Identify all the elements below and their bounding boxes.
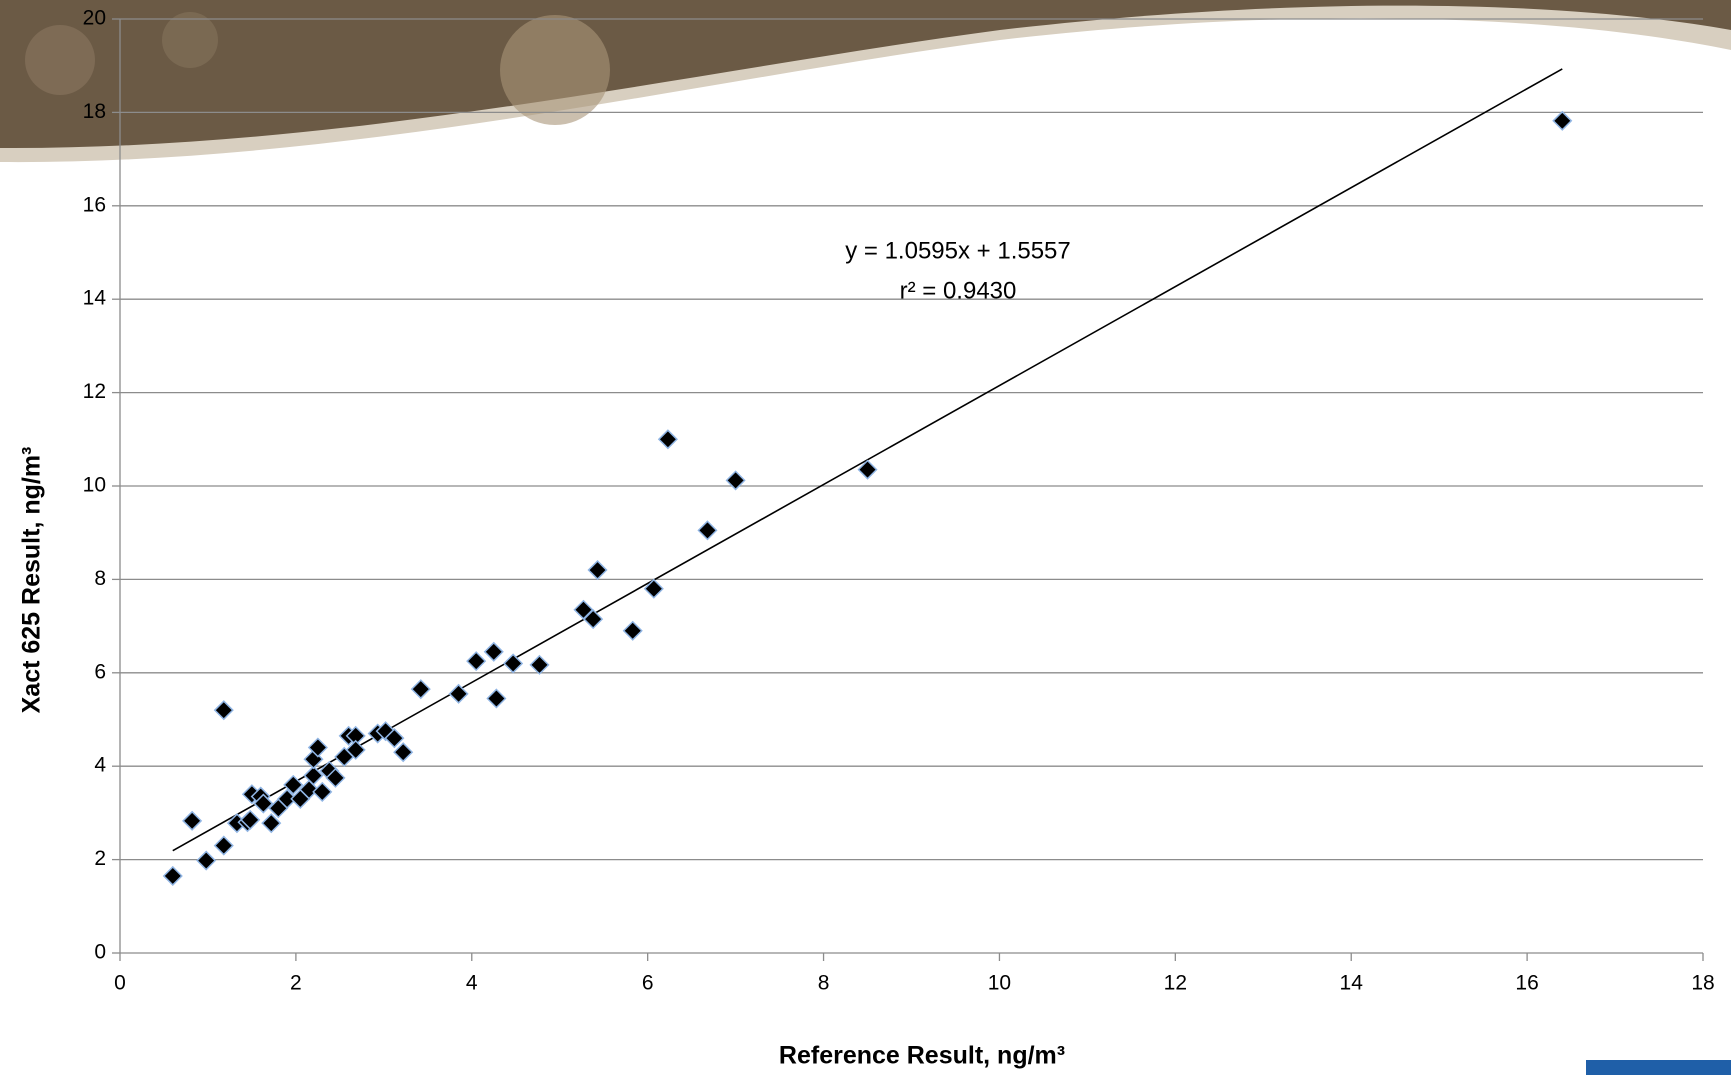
y-axis-title: Xact 625 Result, ng/m³: [18, 447, 46, 714]
data-point: [1553, 112, 1571, 130]
x-tick-label: 8: [818, 972, 830, 995]
x-tick-label: 4: [466, 972, 478, 995]
data-point: [624, 622, 642, 640]
data-point: [589, 561, 607, 579]
y-tick-label: 14: [83, 287, 107, 310]
data-point: [215, 837, 233, 855]
data-point: [727, 471, 745, 489]
x-tick-label: 18: [1691, 972, 1714, 995]
data-point: [467, 652, 485, 670]
plot-area: 0 2 4 6 8 10 12 14 16 18 20 0 2 4 6 8 10 12 14 16 18: [83, 7, 1715, 995]
y-tick-label: 18: [83, 100, 106, 123]
data-point: [530, 656, 548, 674]
data-point: [412, 680, 430, 698]
data-point: [183, 812, 201, 830]
data-point: [659, 430, 677, 448]
data-point: [645, 580, 663, 598]
y-tick-label: 16: [83, 193, 106, 216]
x-tick-label: 12: [1164, 972, 1187, 995]
y-tick-label: 8: [94, 567, 106, 590]
x-tick-label: 14: [1340, 972, 1364, 995]
data-point: [487, 689, 505, 707]
x-tick-label: 6: [642, 972, 654, 995]
data-point: [504, 654, 522, 672]
x-tick-label: 16: [1515, 972, 1538, 995]
data-point: [313, 783, 331, 801]
y-tick-label: 6: [94, 660, 106, 683]
equation: y = 1.0595x + 1.5557: [845, 237, 1071, 264]
data-point: [197, 852, 215, 870]
y-tick-label: 10: [83, 474, 106, 497]
chart: 0 2 4 6 8 10 12 14 16 18 20 0 2 4 6 8 10 12 14 16 18 Referen…: [0, 0, 1731, 1075]
decoration-wave: [0, 0, 1731, 148]
x-tick-label: 2: [290, 972, 302, 995]
data-point: [215, 701, 233, 719]
data-point: [394, 743, 412, 761]
data-point: [164, 867, 182, 885]
y-tick-label: 12: [83, 380, 106, 403]
y-tick-label: 4: [94, 754, 106, 777]
x-tick-label: 10: [988, 972, 1011, 995]
decoration-circle: [162, 12, 218, 68]
decoration-circle: [25, 25, 95, 95]
footer-decoration: [1586, 1060, 1731, 1075]
r-squared: r² = 0.9430: [900, 277, 1017, 304]
x-axis-title: Reference Result, ng/m³: [779, 1042, 1065, 1070]
x-tick-label: 0: [114, 972, 126, 995]
y-tick-label: 0: [94, 941, 106, 964]
data-point: [485, 643, 503, 661]
header-decoration: [0, 0, 1731, 162]
y-tick-label: 2: [94, 847, 106, 870]
decoration-circle: [500, 15, 610, 125]
data-point: [450, 685, 468, 703]
y-tick-label: 20: [83, 7, 106, 30]
data-point: [698, 521, 716, 539]
